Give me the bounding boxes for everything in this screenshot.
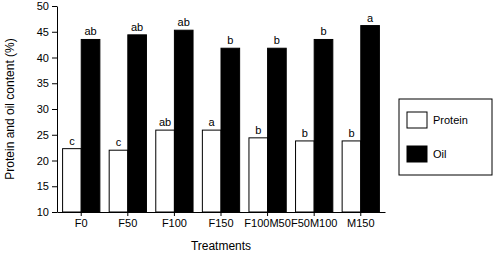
tick-mark xyxy=(360,212,361,216)
bar xyxy=(314,39,333,212)
annotation: b xyxy=(348,127,354,139)
tick-mark xyxy=(314,212,315,216)
tick-mark xyxy=(81,212,82,216)
tick-label: 30 xyxy=(37,103,49,115)
legend-swatch xyxy=(407,112,427,128)
legend-box xyxy=(399,99,492,175)
plot: ccababbbabababbbba101520253035404550F0F5… xyxy=(37,0,386,229)
tick-label: 20 xyxy=(37,155,49,167)
x-axis-title: Treatments xyxy=(191,239,251,253)
chart: ccababbbabababbbba101520253035404550F0F5… xyxy=(0,0,500,262)
bar xyxy=(128,35,147,212)
tick: F0 xyxy=(75,212,88,229)
bar xyxy=(342,141,361,212)
tick-label: F150 xyxy=(208,217,233,229)
bars xyxy=(63,26,380,212)
annotation: c xyxy=(116,136,122,148)
legend-swatch xyxy=(407,146,427,162)
tick: F100 xyxy=(162,212,187,229)
tick-label: F100M50 xyxy=(244,217,290,229)
tick-mark xyxy=(267,212,268,216)
tick: 10 xyxy=(37,206,57,218)
tick-mark xyxy=(52,32,57,33)
annotation: b xyxy=(302,127,308,139)
bar xyxy=(249,138,268,212)
bar xyxy=(296,141,315,212)
tick-label: M150 xyxy=(347,217,375,229)
axis-line xyxy=(57,7,58,213)
tick-label: 35 xyxy=(37,77,49,89)
y-axis-title: Protein and oil content (%) xyxy=(3,38,17,179)
tick: F50M100 xyxy=(291,212,337,229)
annotation: ab xyxy=(131,21,143,33)
bar xyxy=(63,149,82,212)
tick-mark xyxy=(127,212,128,216)
bar xyxy=(361,26,380,212)
tick: 15 xyxy=(37,180,57,192)
tick-mark xyxy=(52,186,57,187)
tick-label: F0 xyxy=(75,217,88,229)
bar xyxy=(109,150,128,212)
tick: 50 xyxy=(37,0,57,12)
tick-label: F50 xyxy=(118,217,137,229)
tick-mark xyxy=(174,212,175,216)
tick: M150 xyxy=(347,212,375,229)
tick-mark xyxy=(52,135,57,136)
tick-mark xyxy=(52,83,57,84)
tick-mark xyxy=(52,6,57,7)
annotation: ab xyxy=(84,25,96,37)
tick-label: 25 xyxy=(37,129,49,141)
legend-label: Protein xyxy=(433,114,468,126)
tick: 40 xyxy=(37,52,57,64)
bar xyxy=(81,39,100,212)
tick-label: F50M100 xyxy=(291,217,337,229)
tick-label: F100 xyxy=(162,217,187,229)
tick-label: 15 xyxy=(37,180,49,192)
legend: Protein Oil xyxy=(399,99,492,175)
tick: 20 xyxy=(37,155,57,167)
tick-mark xyxy=(52,161,57,162)
tick: 45 xyxy=(37,26,57,38)
bar xyxy=(268,48,287,212)
legend-label: Oil xyxy=(433,148,446,160)
tick: F100M50 xyxy=(244,212,290,229)
annotation: b xyxy=(274,34,280,46)
annotation: b xyxy=(227,34,233,46)
annotation: b xyxy=(255,124,261,136)
annotation: a xyxy=(209,116,216,128)
tick: 25 xyxy=(37,129,57,141)
bar xyxy=(202,130,221,212)
tick: F50 xyxy=(118,212,137,229)
tick-mark xyxy=(52,58,57,59)
annotation: ab xyxy=(159,116,171,128)
annotations: ccababbbabababbbba xyxy=(69,12,374,149)
bar xyxy=(156,130,175,212)
y-axis: 10 15 20 25 30 35 40 45 50 xyxy=(37,0,58,218)
bar xyxy=(174,30,193,212)
tick: F150 xyxy=(208,212,233,229)
annotation: b xyxy=(320,25,326,37)
annotation: ab xyxy=(178,16,190,28)
annotation: a xyxy=(367,12,374,24)
x-axis: F0 F50 F100 F150 F100M50F50M100 M150 xyxy=(58,212,386,229)
tick-label: 50 xyxy=(37,0,49,12)
tick-mark xyxy=(221,212,222,216)
tick: 30 xyxy=(37,103,57,115)
annotation: c xyxy=(69,135,75,147)
bar xyxy=(221,48,240,212)
tick-label: 45 xyxy=(37,26,49,38)
tick-mark xyxy=(52,109,57,110)
tick-label: 10 xyxy=(37,206,49,218)
tick-label: 40 xyxy=(37,52,49,64)
tick-mark xyxy=(52,212,57,213)
tick: 35 xyxy=(37,77,57,89)
